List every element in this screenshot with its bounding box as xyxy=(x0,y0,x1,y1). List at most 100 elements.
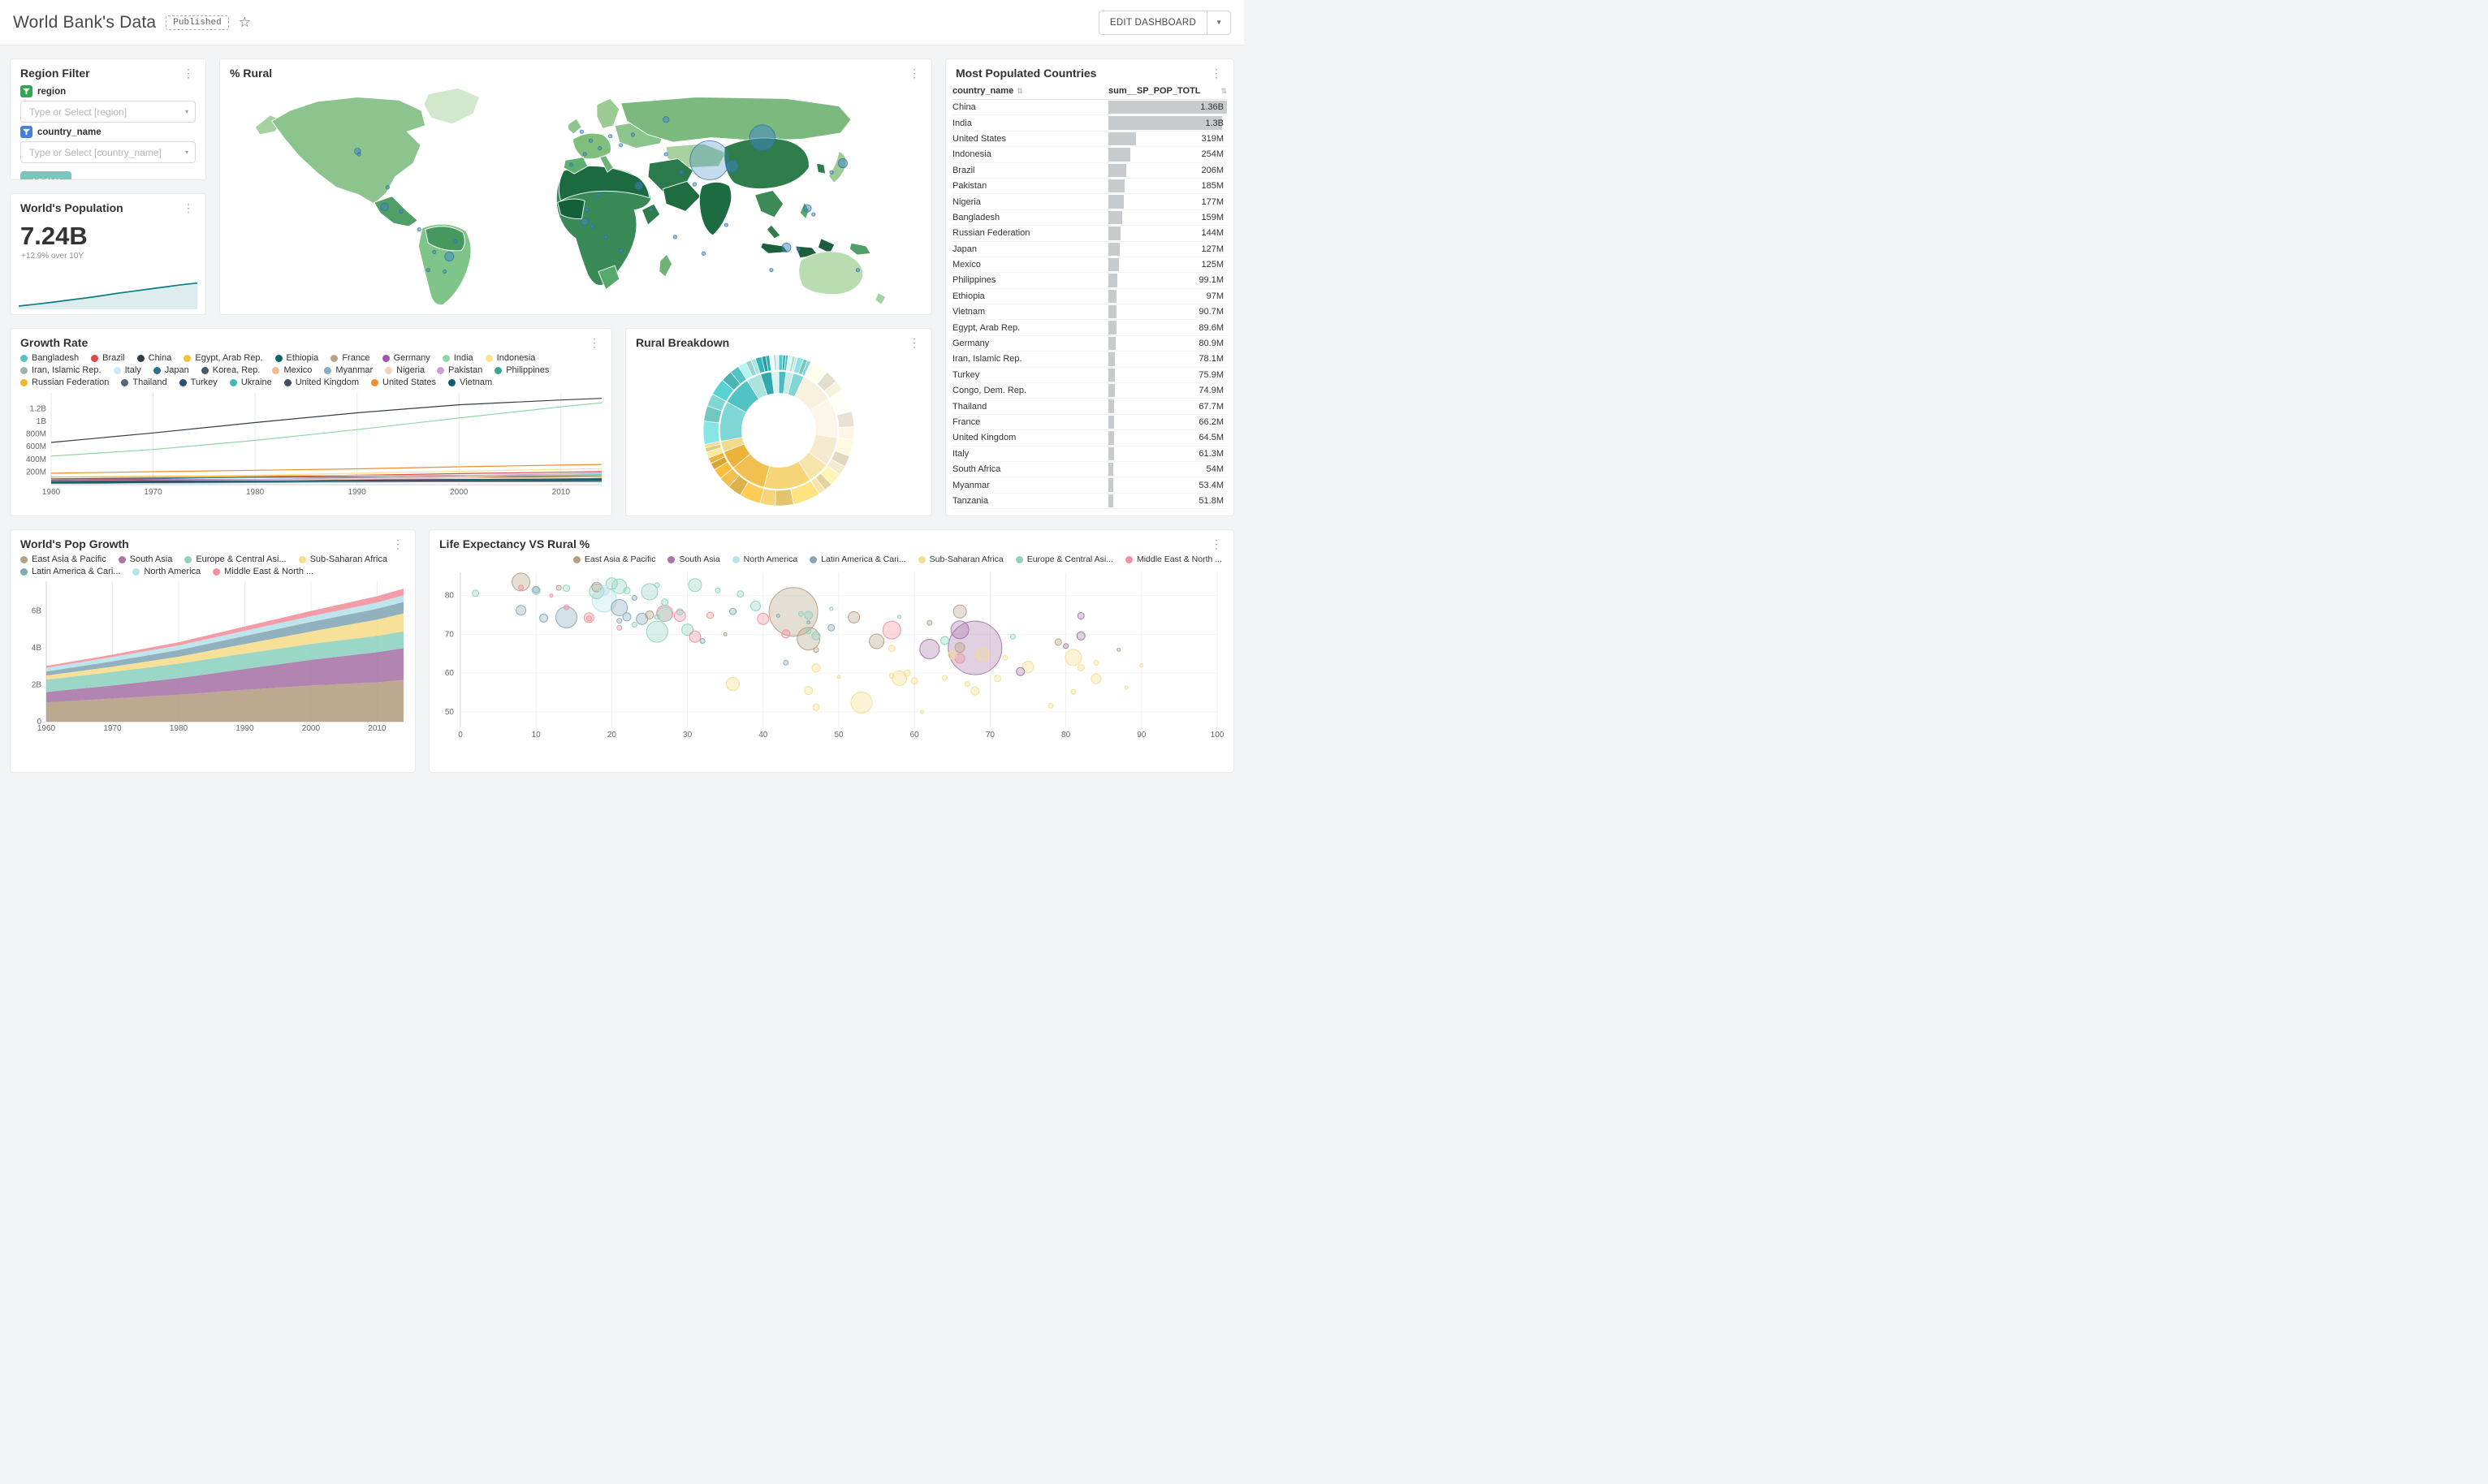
legend-item[interactable]: South Asia xyxy=(667,554,720,564)
legend-item[interactable]: Russian Federation xyxy=(20,377,109,387)
legend-label: China xyxy=(148,353,172,363)
legend-item[interactable]: Mexico xyxy=(272,365,312,375)
value-bar xyxy=(1108,399,1115,413)
legend-item[interactable]: Ukraine xyxy=(229,377,272,387)
legend-item[interactable]: Germany xyxy=(382,353,430,363)
legend-item[interactable]: Bangladesh xyxy=(20,353,79,363)
population-value: 185M xyxy=(1201,181,1224,192)
population-cell: 177M xyxy=(1108,194,1227,209)
legend-item[interactable]: Japan xyxy=(153,365,189,375)
column-header-country[interactable]: country_name ⇅ xyxy=(952,86,1023,96)
legend-item[interactable]: East Asia & Pacific xyxy=(572,554,655,564)
kebab-menu-icon[interactable]: ⋮ xyxy=(909,336,920,349)
legend-item[interactable]: Myanmar xyxy=(324,365,373,375)
legend-item[interactable]: Middle East & North ... xyxy=(213,567,313,576)
kebab-menu-icon[interactable]: ⋮ xyxy=(392,537,404,550)
legend-item[interactable]: Middle East & North ... xyxy=(1125,554,1222,564)
country-cell: Mexico xyxy=(952,260,981,270)
legend-dot-icon xyxy=(371,378,378,386)
population-sparkline[interactable] xyxy=(18,278,198,309)
table-row: Mexico 125M xyxy=(952,257,1227,274)
growth-rate-chart[interactable]: 1960 1970 1980 1990 2000 2010 200M 400M 600M 800M… xyxy=(14,390,608,497)
legend-item[interactable]: Philippines xyxy=(495,365,549,375)
svg-text:30: 30 xyxy=(683,731,693,738)
legend-item[interactable]: Vietnam xyxy=(448,377,492,387)
legend-item[interactable]: Sub-Saharan Africa xyxy=(298,554,387,564)
legend-dot-icon xyxy=(184,354,192,362)
legend-item[interactable]: East Asia & Pacific xyxy=(20,554,106,564)
pop-growth-chart[interactable]: 1960 1970 1980 1990 2000 2010 0 2B 4B 6B xyxy=(14,578,412,733)
column-header-population[interactable]: sum__SP_POP_TOTL ⇅ xyxy=(1108,86,1227,96)
map-north-america xyxy=(270,97,426,205)
legend-item[interactable]: China xyxy=(136,353,172,363)
rural-breakdown-chart[interactable] xyxy=(626,352,931,509)
legend-item[interactable]: Korea, Rep. xyxy=(201,365,260,375)
legend-item[interactable]: Turkey xyxy=(179,377,218,387)
kebab-menu-icon[interactable]: ⋮ xyxy=(909,67,920,80)
population-cell: 206M xyxy=(1108,163,1227,178)
growth-rate-legend: Bangladesh Brazil China Egypt, Arab Rep. Eth… xyxy=(11,352,611,387)
legend-item[interactable]: Brazil xyxy=(91,353,125,363)
table-header: country_name ⇅ sum__SP_POP_TOTL ⇅ xyxy=(952,82,1227,100)
legend-item[interactable]: Thailand xyxy=(121,377,167,387)
country-cell: United Kingdom xyxy=(952,433,1017,443)
svg-text:70: 70 xyxy=(445,630,455,639)
table-row: Nigeria 177M xyxy=(952,194,1227,210)
kebab-menu-icon[interactable]: ⋮ xyxy=(183,201,194,214)
population-cell: 319M xyxy=(1108,132,1227,146)
legend-item[interactable]: India xyxy=(442,353,473,363)
svg-text:0: 0 xyxy=(458,731,463,738)
card-title: % Rural xyxy=(230,67,273,80)
region-select-input[interactable] xyxy=(20,101,196,123)
kebab-menu-icon[interactable]: ⋮ xyxy=(183,67,194,80)
pop-growth-legend: East Asia & Pacific South Asia Europe & Ce… xyxy=(11,553,415,576)
country-cell: India xyxy=(952,118,972,128)
value-bar xyxy=(1108,431,1114,445)
kebab-menu-icon[interactable]: ⋮ xyxy=(1211,537,1222,550)
kebab-menu-icon[interactable]: ⋮ xyxy=(589,336,600,349)
legend-item[interactable]: France xyxy=(330,353,370,363)
legend-item[interactable]: North America xyxy=(732,554,797,564)
value-bar xyxy=(1108,226,1121,240)
svg-text:400M: 400M xyxy=(26,455,46,464)
legend-item[interactable]: Latin America & Cari... xyxy=(20,567,120,576)
legend-item[interactable]: Europe & Central Asi... xyxy=(184,554,287,564)
legend-item[interactable]: Sub-Saharan Africa xyxy=(918,554,1004,564)
legend-item[interactable]: Ethiopia xyxy=(274,353,318,363)
legend-item[interactable]: South Asia xyxy=(118,554,172,564)
population-value: 254M xyxy=(1201,149,1224,160)
favorite-star-icon[interactable]: ☆ xyxy=(238,14,251,30)
svg-text:20: 20 xyxy=(607,731,617,738)
svg-text:100: 100 xyxy=(1211,731,1225,738)
legend-dot-icon xyxy=(179,378,187,386)
legend-label: Sub-Saharan Africa xyxy=(929,554,1004,564)
life-expectancy-chart[interactable]: 0 10 20 30 40 50 60 70 80 90 100 50 60 70 80 xyxy=(433,566,1230,740)
legend-item[interactable]: Latin America & Cari... xyxy=(810,554,906,564)
value-bar xyxy=(1108,321,1117,334)
legend-dot-icon xyxy=(437,366,445,374)
legend-item[interactable]: Iran, Islamic Rep. xyxy=(20,365,102,375)
legend-dot-icon xyxy=(572,555,581,563)
legend-item[interactable]: Pakistan xyxy=(437,365,482,375)
population-cell: 75.9M xyxy=(1108,368,1227,382)
svg-text:200M: 200M xyxy=(26,468,46,477)
legend-item[interactable]: United Kingdom xyxy=(283,377,359,387)
svg-text:1960: 1960 xyxy=(37,724,56,732)
legend-item[interactable]: North America xyxy=(132,567,201,576)
legend-item[interactable]: Indonesia xyxy=(485,353,535,363)
country-cell: Ethiopia xyxy=(952,291,985,301)
world-map[interactable] xyxy=(227,82,925,308)
legend-item[interactable]: Europe & Central Asi... xyxy=(1015,554,1113,564)
country-select-input[interactable] xyxy=(20,141,196,163)
published-badge[interactable]: Published xyxy=(166,15,229,30)
kebab-menu-icon[interactable]: ⋮ xyxy=(1211,67,1222,80)
edit-dashboard-button[interactable]: EDIT DASHBOARD xyxy=(1098,10,1208,35)
apply-filter-button[interactable]: APPLY xyxy=(20,171,71,179)
legend-item[interactable]: United States xyxy=(371,377,436,387)
header-menu-caret-icon[interactable]: ▼ xyxy=(1207,10,1231,35)
legend-item[interactable]: Italy xyxy=(113,365,141,375)
legend-item[interactable]: Nigeria xyxy=(385,365,425,375)
legend-item[interactable]: Egypt, Arab Rep. xyxy=(184,353,263,363)
country-cell: Myanmar xyxy=(952,480,990,490)
svg-text:1B: 1B xyxy=(37,417,47,426)
